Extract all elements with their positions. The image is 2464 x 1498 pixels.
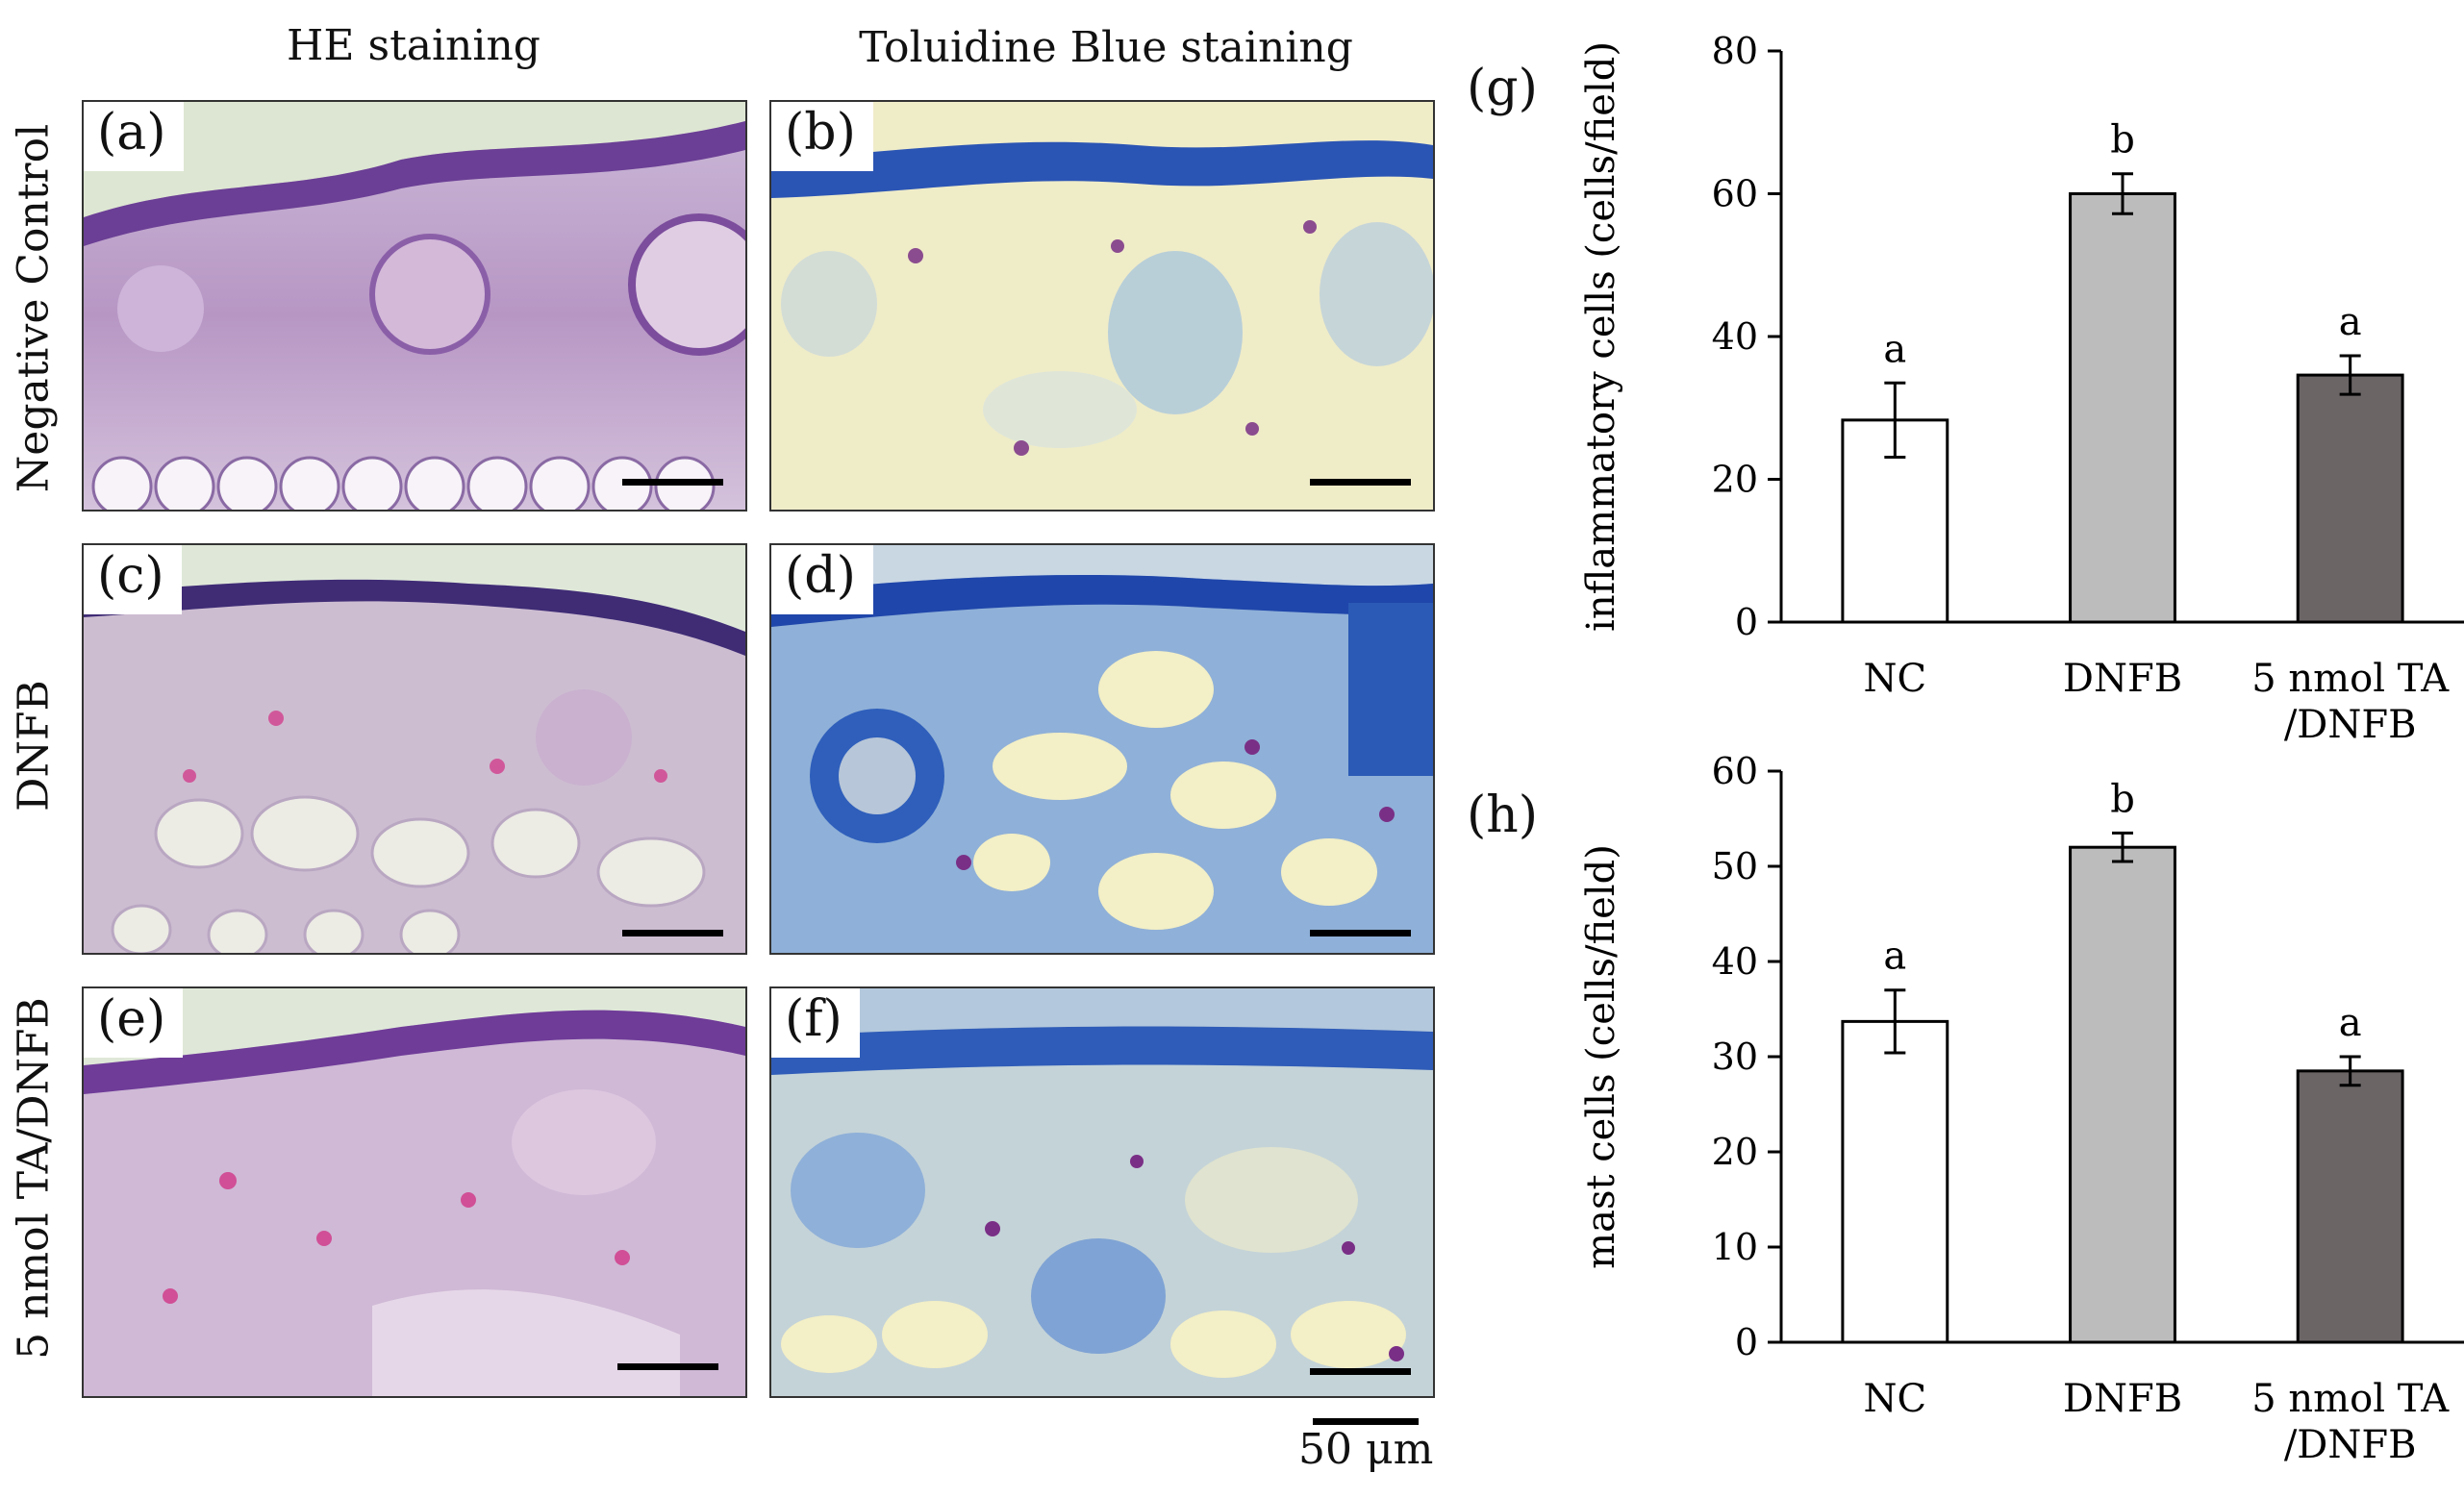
panel-label-f: (f)	[771, 988, 860, 1058]
x-category-label: 5 nmol TA/DNFB	[2251, 1377, 2450, 1467]
significance-letter: a	[1883, 935, 1906, 979]
micrograph-panel-b: (b)	[769, 100, 1435, 512]
x-category-label-line: /DNFB	[2284, 703, 2417, 747]
scale-bar	[1310, 479, 1411, 486]
micrograph-panel-a: (a)	[82, 100, 747, 512]
y-tick-label: 30	[1712, 1036, 1758, 1078]
x-category-label-line: NC	[1864, 657, 1927, 701]
x-category-label: DNFB	[2063, 1377, 2182, 1421]
toluidine-blue-header: Toluidine Blue staining	[859, 23, 1353, 72]
row-label-dnfb: DNFB	[9, 680, 59, 811]
x-category-label-line: DNFB	[2063, 657, 2182, 701]
x-category-label: 5 nmol TA/DNFB	[2251, 657, 2450, 747]
bar-1	[2069, 845, 2176, 1344]
y-tick-label: 40	[1712, 940, 1758, 983]
he-tissue-image	[84, 545, 745, 953]
panel-label-a: (a)	[84, 102, 184, 171]
x-category-label-line: NC	[1864, 1377, 1927, 1421]
micrograph-panel-f: (f)	[769, 986, 1435, 1398]
scale-bar-label: 50 μm	[1298, 1425, 1434, 1474]
x-category-label: NC	[1864, 657, 1927, 701]
he-tissue-image	[84, 102, 745, 510]
reference-scale-bar	[1313, 1418, 1419, 1425]
y-axis-label: mast cells (cells/field)	[1579, 844, 1623, 1269]
y-axis-label: inflammatory cells (cells/field)	[1579, 41, 1623, 632]
x-category-label: DNFB	[2063, 657, 2182, 701]
micrograph-panel-d: (d)	[769, 543, 1435, 955]
x-category-label-line: /DNFB	[2284, 1423, 2417, 1467]
x-category-label-line: 5 nmol TA	[2251, 1377, 2450, 1421]
significance-letter: b	[2110, 777, 2135, 821]
scale-bar	[622, 930, 723, 936]
x-category-label: NC	[1864, 1377, 1927, 1421]
panel-label-b: (b)	[771, 102, 873, 171]
scale-bar	[622, 479, 723, 486]
y-tick-label: 10	[1712, 1226, 1758, 1268]
chart-label-h: (h)	[1467, 786, 1539, 844]
x-category-label-line: 5 nmol TA	[2251, 657, 2450, 701]
significance-letter: a	[2339, 1001, 2362, 1045]
y-tick-label: 50	[1712, 845, 1758, 887]
scale-bar	[1310, 1368, 1411, 1375]
chart-label-g: (g)	[1467, 60, 1538, 117]
panel-label-d: (d)	[771, 545, 873, 614]
toluidine-tissue-image	[771, 988, 1433, 1396]
y-tick-label: 0	[1735, 601, 1758, 643]
bar-2	[2296, 373, 2404, 624]
y-tick-label: 20	[1712, 1131, 1758, 1173]
micrograph-panel-c: (c)	[82, 543, 747, 955]
bar-0	[1841, 1019, 1949, 1344]
x-category-label-line: DNFB	[2063, 1377, 2182, 1421]
panel-label-e: (e)	[84, 988, 184, 1058]
y-tick-label: 20	[1712, 459, 1758, 501]
y-tick-label: 40	[1712, 315, 1758, 358]
scale-bar	[617, 1363, 718, 1370]
y-tick-label: 80	[1712, 30, 1758, 72]
row-label-ta-dnfb: 5 nmol TA/DNFB	[9, 997, 59, 1360]
significance-letter: a	[1883, 327, 1906, 371]
y-tick-label: 0	[1735, 1321, 1758, 1363]
significance-letter: a	[2339, 300, 2362, 344]
significance-letter: b	[2110, 118, 2135, 162]
he-tissue-image	[84, 988, 745, 1396]
toluidine-tissue-image	[771, 545, 1433, 953]
y-tick-label: 60	[1712, 173, 1758, 215]
micrograph-panel-e: (e)	[82, 986, 747, 1398]
scale-bar	[1310, 930, 1411, 936]
mast-cells-bar-chart: mast cells (cells/field) 0 10 20 30 40 50 60 a NC…	[1579, 750, 2464, 1467]
he-staining-header: HE staining	[287, 21, 541, 70]
toluidine-tissue-image	[771, 102, 1433, 510]
row-label-negative-control: Negative Control	[9, 123, 59, 493]
bar-1	[2069, 192, 2176, 624]
bar-2	[2296, 1069, 2404, 1344]
y-tick-label: 60	[1712, 750, 1758, 792]
inflammatory-cells-bar-chart: inflammatory cells (cells/field) 0 20 40 60 8…	[1579, 30, 2464, 747]
panel-label-c: (c)	[84, 545, 182, 614]
